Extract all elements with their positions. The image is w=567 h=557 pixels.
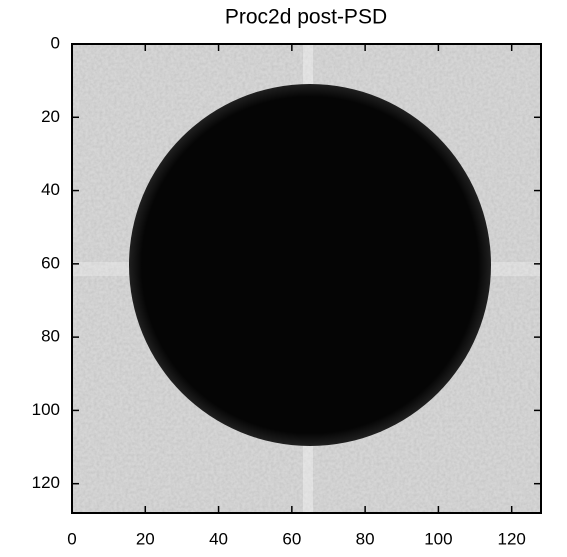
y-tick-label: 20	[41, 107, 60, 126]
x-tick-label: 60	[282, 529, 301, 548]
x-tick-label: 80	[356, 529, 375, 548]
x-tick-label: 100	[424, 529, 452, 548]
x-tick-label: 120	[498, 529, 526, 548]
image	[72, 44, 541, 513]
plot-frame	[71, 43, 542, 514]
y-tick-label: 60	[41, 253, 60, 272]
x-tick-label: 0	[67, 529, 76, 548]
y-tick-label: 40	[41, 180, 60, 199]
x-tick-label: 20	[136, 529, 155, 548]
y-tick-label: 80	[41, 327, 60, 346]
y-tick-label: 0	[51, 33, 60, 52]
disk	[129, 84, 491, 446]
y-tick-label: 120	[32, 473, 60, 492]
x-tick-label: 40	[209, 529, 228, 548]
y-tick-label: 100	[32, 400, 60, 419]
chart-title: Proc2d post-PSD	[225, 6, 387, 29]
